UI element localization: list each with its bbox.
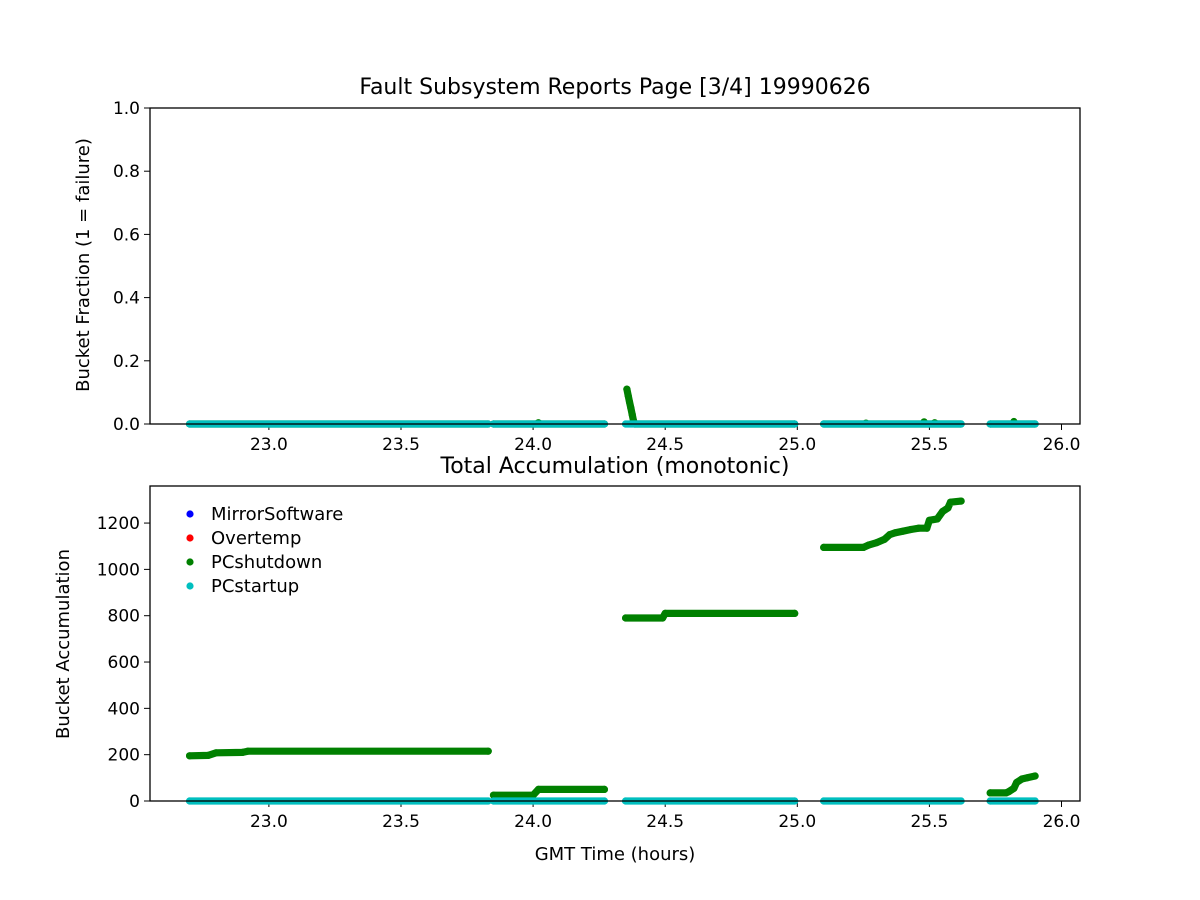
bottom-series-pcshutdown	[186, 497, 1039, 799]
data-point	[939, 507, 947, 516]
bottom-x-axis-label: GMT Time (hours)	[535, 844, 696, 865]
data-point	[957, 497, 965, 505]
data-point	[661, 609, 669, 618]
bottom-y-tick-label: 1200	[97, 514, 140, 534]
top-y-tick-label: 1.0	[113, 99, 140, 119]
data-point	[907, 525, 915, 534]
series-marker-run	[489, 785, 609, 799]
top-x-tick-label: 24.5	[646, 435, 684, 455]
bottom-x-tick-label: 26.0	[1043, 812, 1081, 832]
bottom-y-tick-label: 0	[129, 792, 140, 812]
bottom-x-tick-label: 23.5	[382, 812, 420, 832]
data-point	[865, 541, 873, 549]
top-panel: Fault Subsystem Reports Page [3/4] 19990…	[73, 75, 1081, 455]
data-point	[923, 524, 931, 532]
bottom-x-tick-label: 23.0	[250, 812, 288, 832]
legend-entry-pcshutdown: PCshutdown	[186, 552, 322, 573]
data-point	[915, 524, 923, 532]
data-point	[628, 410, 636, 419]
data-point	[933, 515, 941, 523]
data-point	[625, 398, 634, 406]
data-point	[624, 392, 632, 400]
legend-marker	[186, 558, 194, 566]
data-point	[986, 789, 994, 797]
bottom-y-tick-label: 1000	[97, 560, 140, 580]
bottom-x-tick-label: 25.0	[778, 812, 816, 832]
data-point	[946, 498, 955, 506]
top-x-tick-label: 25.5	[910, 435, 948, 455]
data-point	[899, 527, 907, 535]
bottom-y-tick-label: 200	[108, 746, 140, 766]
legend-marker	[186, 534, 194, 542]
data-point	[873, 539, 881, 547]
data-point	[1023, 774, 1031, 782]
legend-entry-overtemp: Overtemp	[186, 528, 301, 549]
data-point	[880, 535, 889, 543]
data-point	[622, 614, 630, 622]
legend-entry-mirrorsoftware: MirrorSoftware	[186, 504, 343, 525]
bottom-y-tick-label: 600	[108, 653, 140, 673]
top-y-tick-label: 0.0	[113, 415, 140, 435]
top-y-axis-label: Bucket Fraction (1 = failure)	[73, 138, 94, 392]
top-x-tick-label: 24.0	[514, 435, 552, 455]
top-y-tick-label: 0.8	[113, 162, 140, 182]
legend-label: PCstartup	[211, 576, 299, 597]
data-point	[212, 749, 220, 757]
data-point	[925, 516, 934, 524]
data-point	[600, 785, 609, 794]
data-point	[1005, 788, 1013, 796]
data-point	[534, 785, 543, 794]
bottom-axes-frame	[149, 485, 1081, 802]
legend-label: MirrorSoftware	[211, 504, 343, 525]
data-point	[529, 791, 537, 799]
legend-label: Overtemp	[211, 528, 301, 549]
top-y-tick-label: 0.2	[113, 352, 140, 372]
data-point	[891, 529, 899, 537]
top-x-tick-label: 25.0	[778, 435, 816, 455]
data-point	[186, 752, 194, 760]
data-point	[1010, 784, 1018, 792]
top-y-tick-label: 0.6	[113, 225, 140, 245]
top-axes-frame	[149, 107, 1081, 425]
data-point	[627, 404, 635, 412]
data-point	[204, 751, 212, 760]
bottom-x-tick-label: 24.0	[514, 812, 552, 832]
top-y-tick-label: 0.4	[113, 289, 140, 309]
data-point	[244, 747, 252, 755]
top-x-tick-label: 26.0	[1043, 435, 1081, 455]
bottom-y-tick-label: 800	[108, 607, 140, 627]
bottom-y-axis-label: Bucket Accumulation	[53, 549, 74, 739]
bottom-y-tick-label: 400	[108, 699, 140, 719]
top-x-tick-label: 23.0	[250, 435, 288, 455]
top-x-tick-label: 23.5	[382, 435, 420, 455]
bottom-x-tick-label: 24.5	[646, 812, 684, 832]
legend-label: PCshutdown	[211, 552, 322, 573]
data-point	[623, 385, 631, 393]
bottom-chart-title: Total Accumulation (monotonic)	[440, 454, 790, 479]
data-point	[1013, 778, 1021, 787]
data-point	[484, 747, 492, 755]
legend-entry-pcstartup: PCstartup	[186, 576, 299, 597]
data-point	[791, 609, 799, 618]
legend: MirrorSoftware Overtemp PCshutdown PCstartu…	[186, 504, 343, 597]
bottom-x-tick-label: 25.5	[910, 812, 948, 832]
top-chart-title: Fault Subsystem Reports Page [3/4] 19990…	[359, 75, 870, 100]
data-point	[944, 504, 952, 512]
data-point	[489, 791, 498, 799]
bottom-panel: Total Accumulation (monotonic) Bucket Ac…	[53, 454, 1081, 865]
data-point	[820, 543, 828, 552]
legend-marker	[186, 510, 194, 518]
legend-marker	[186, 582, 194, 590]
data-point	[1031, 772, 1039, 780]
